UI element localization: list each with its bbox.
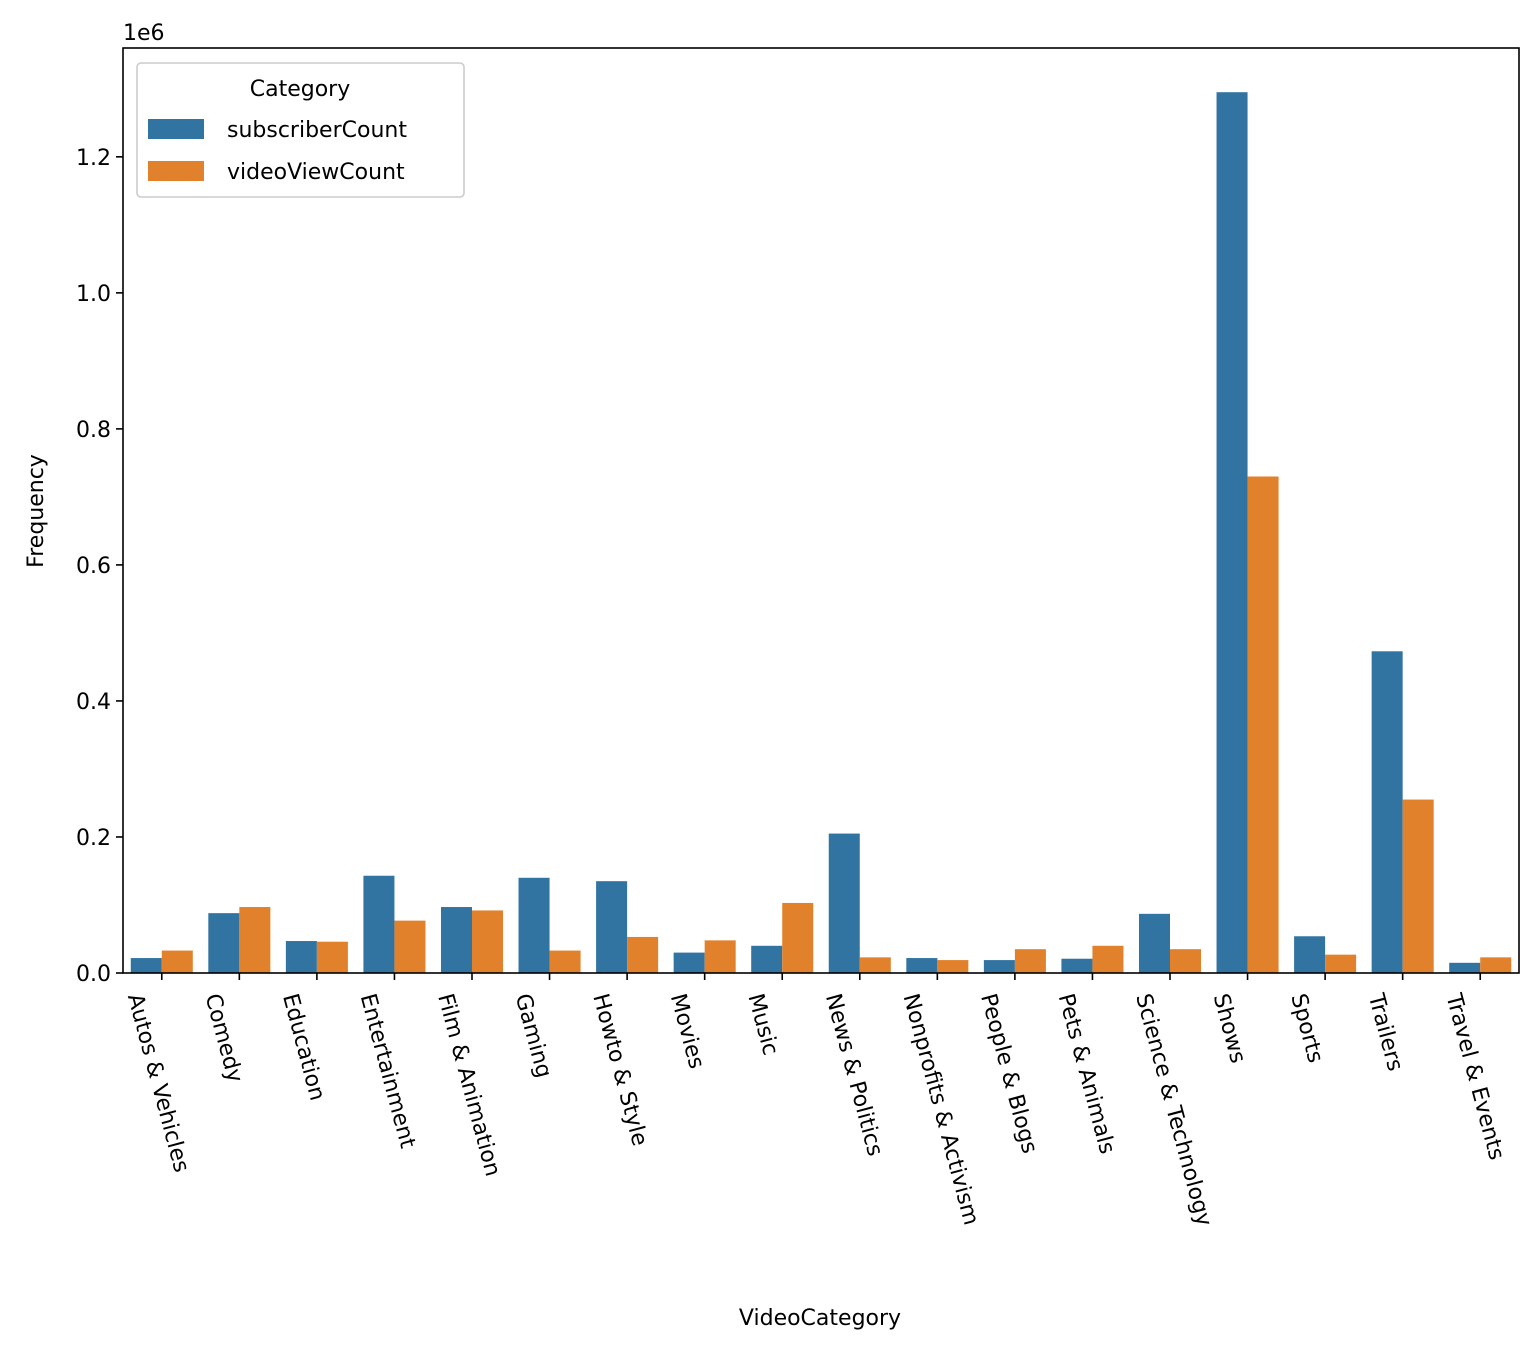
x-axis-ticks: Autos & Vehicles Comedy Education Entertain… bbox=[122, 973, 1509, 1229]
x-tick-label-education: Education bbox=[277, 991, 329, 1103]
bars-layer bbox=[130, 92, 1512, 973]
bar-subscribercount-autos-and-vehicles bbox=[130, 958, 162, 973]
x-axis-label: VideoCategory bbox=[739, 1306, 901, 1331]
bar-subscribercount-travel-and-events bbox=[1449, 962, 1481, 973]
x-tick-label-nonprofits-and-activism: Nonprofits & Activism bbox=[898, 991, 984, 1228]
bar-videoviewcount-shows bbox=[1247, 476, 1279, 973]
bar-subscribercount-shows bbox=[1216, 92, 1248, 973]
bar-subscribercount-music bbox=[751, 945, 783, 973]
bar-subscribercount-people-and-blogs bbox=[983, 960, 1015, 973]
bar-videoviewcount-travel-and-events bbox=[1480, 957, 1512, 973]
bar-videoviewcount-science-and-technology bbox=[1170, 949, 1202, 973]
bar-subscribercount-sports bbox=[1294, 936, 1326, 973]
y-axis-ticks: 0.0 0.2 0.4 0.6 0.8 1.0 1.2 bbox=[76, 146, 123, 987]
x-tick-label-people-and-blogs: People & Blogs bbox=[975, 991, 1042, 1156]
legend-box bbox=[136, 62, 465, 198]
bar-subscribercount-entertainment bbox=[363, 875, 395, 973]
bar-subscribercount-nonprofits-and-activism bbox=[906, 958, 938, 973]
x-tick-label-film-and-animation: Film & Animation bbox=[432, 991, 505, 1179]
y-tick-label: 1.2 bbox=[76, 146, 111, 171]
x-tick-label-pets-and-animals: Pets & Animals bbox=[1053, 991, 1120, 1157]
x-tick-label-shows: Shows bbox=[1208, 991, 1250, 1066]
bar-videoviewcount-trailers bbox=[1402, 799, 1434, 973]
bar-videoviewcount-pets-and-animals bbox=[1092, 945, 1124, 973]
legend-label-videoviewcount: videoViewCount bbox=[227, 160, 405, 185]
bar-videoviewcount-education bbox=[316, 941, 348, 973]
bar-videoviewcount-autos-and-vehicles bbox=[161, 950, 193, 973]
legend-swatch-videoviewcount bbox=[148, 161, 204, 181]
bar-videoviewcount-comedy bbox=[239, 907, 271, 973]
legend-title: Category bbox=[250, 77, 351, 102]
y-tick-label: 0.4 bbox=[76, 690, 111, 715]
bar-videoviewcount-people-and-blogs bbox=[1014, 949, 1046, 973]
bar-videoviewcount-music bbox=[782, 902, 814, 973]
plot-frame bbox=[122, 47, 1520, 974]
x-tick-label-music: Music bbox=[742, 991, 782, 1058]
bar-subscribercount-education bbox=[285, 941, 317, 973]
y-offset-label: 1e6 bbox=[123, 21, 165, 46]
y-tick-label: 0.6 bbox=[76, 554, 111, 579]
bar-videoviewcount-news-and-politics bbox=[859, 957, 891, 973]
x-tick-label-science-and-technology: Science & Technology bbox=[1130, 991, 1216, 1229]
bar-subscribercount-film-and-animation bbox=[440, 907, 472, 973]
bar-videoviewcount-gaming bbox=[549, 950, 581, 973]
y-tick-label: 0.2 bbox=[76, 826, 111, 851]
x-tick-label-autos-and-vehicles: Autos & Vehicles bbox=[122, 991, 194, 1175]
bar-subscribercount-comedy bbox=[208, 913, 240, 973]
bar-subscribercount-gaming bbox=[518, 877, 550, 973]
x-tick-label-entertainment: Entertainment bbox=[355, 991, 420, 1151]
bar-subscribercount-movies bbox=[673, 952, 705, 973]
x-tick-label-movies: Movies bbox=[665, 991, 709, 1071]
legend-swatch-subscribercount bbox=[148, 119, 204, 139]
bar-videoviewcount-entertainment bbox=[394, 920, 426, 973]
x-tick-label-gaming: Gaming bbox=[510, 991, 556, 1081]
legend-label-subscribercount: subscriberCount bbox=[227, 118, 407, 143]
x-tick-label-howto-and-style: Howto & Style bbox=[587, 991, 652, 1149]
y-axis-label: Frequency bbox=[24, 454, 49, 568]
bar-videoviewcount-nonprofits-and-activism bbox=[937, 960, 969, 973]
bar-videoviewcount-movies bbox=[704, 940, 736, 973]
x-tick-label-trailers: Trailers bbox=[1363, 990, 1408, 1074]
y-tick-label: 1.0 bbox=[76, 282, 111, 307]
x-tick-label-comedy: Comedy bbox=[200, 991, 248, 1085]
bar-subscribercount-science-and-technology bbox=[1138, 913, 1170, 973]
bar-videoviewcount-howto-and-style bbox=[627, 936, 659, 973]
bar-videoviewcount-sports bbox=[1325, 954, 1357, 973]
bar-subscribercount-trailers bbox=[1371, 651, 1403, 973]
bar-subscribercount-howto-and-style bbox=[596, 881, 628, 973]
x-tick-label-sports: Sports bbox=[1285, 991, 1327, 1066]
bar-subscribercount-news-and-politics bbox=[828, 833, 860, 973]
bar-subscribercount-pets-and-animals bbox=[1061, 958, 1093, 973]
y-tick-label: 0.8 bbox=[76, 418, 111, 443]
legend: Category subscriberCount videoViewCount bbox=[136, 62, 465, 198]
bar-videoviewcount-film-and-animation bbox=[472, 910, 504, 973]
y-tick-label: 0.0 bbox=[76, 962, 111, 987]
x-tick-label-travel-and-events: Travel & Events bbox=[1440, 990, 1509, 1163]
x-tick-label-news-and-politics: News & Politics bbox=[820, 991, 887, 1159]
